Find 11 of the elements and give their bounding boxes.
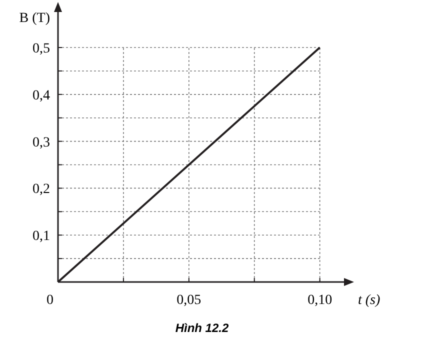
y-tick-label: 0,4 <box>32 88 50 104</box>
x-tick-label: 0 <box>46 293 54 308</box>
y-tick-label: 0,1 <box>32 229 50 244</box>
y-axis-title: B (T) <box>19 11 50 26</box>
x-axis-title: t (s) <box>358 293 380 308</box>
x-tick-label: 0,05 <box>176 293 202 308</box>
y-tick-label: 0,5 <box>32 42 50 57</box>
y-tick-label: 0,2 <box>32 182 50 198</box>
x-tick-label: 0,10 <box>308 293 332 308</box>
y-tick-label: 0,3 <box>32 135 50 150</box>
text: Hình 12.2 <box>175 321 229 335</box>
